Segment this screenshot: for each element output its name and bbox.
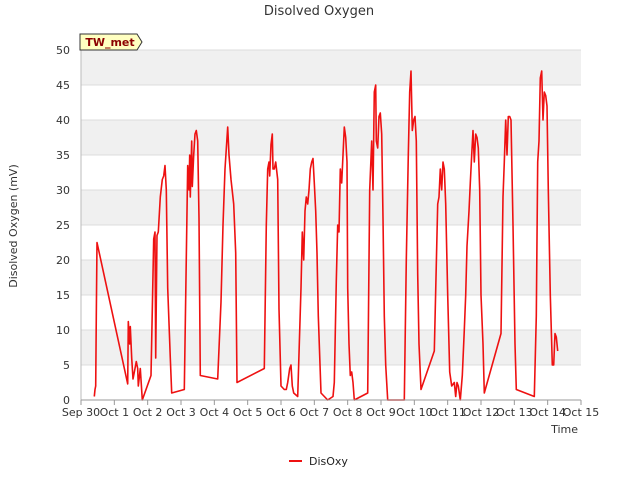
series-line-disoxy xyxy=(93,70,559,401)
series-layer xyxy=(93,70,559,401)
y-tick-label: 0 xyxy=(63,394,70,407)
x-tick-label: Oct 11 xyxy=(429,406,466,419)
legend: DisOxy xyxy=(289,455,348,468)
x-tick-label: Oct 10 xyxy=(396,406,433,419)
x-tick-label: Oct 4 xyxy=(200,406,230,419)
x-tick-label: Oct 3 xyxy=(166,406,196,419)
x-tick-label: Oct 15 xyxy=(563,406,600,419)
band-15-20 xyxy=(81,260,581,295)
x-axis-title: Time xyxy=(550,423,578,436)
band-20-25 xyxy=(81,225,581,260)
band-0-5 xyxy=(81,365,581,400)
x-tick-label: Oct 9 xyxy=(366,406,396,419)
station-badge: TW_met xyxy=(79,33,143,51)
station-badge-shape xyxy=(79,33,143,51)
x-tick-label: Oct 6 xyxy=(266,406,296,419)
station-badge-label: TW_met xyxy=(85,36,134,49)
x-tick-label: Oct 12 xyxy=(463,406,500,419)
y-tick-label: 25 xyxy=(56,219,70,232)
band-25-30 xyxy=(81,190,581,225)
x-tick-label: Oct 8 xyxy=(333,406,363,419)
y-tick-label: 40 xyxy=(56,114,70,127)
x-tick-label: Oct 14 xyxy=(529,406,566,419)
y-tick-label: 15 xyxy=(56,289,70,302)
x-tick-label: Oct 2 xyxy=(133,406,163,419)
y-tick-label: 45 xyxy=(56,79,70,92)
y-tick-label: 5 xyxy=(63,359,70,372)
legend-label-disoxy: DisOxy xyxy=(309,455,348,468)
x-tick-label: Oct 7 xyxy=(300,406,330,419)
axes xyxy=(80,50,582,405)
band-45-50 xyxy=(81,50,581,85)
band-30-35 xyxy=(81,155,581,190)
y-tick-label: 20 xyxy=(56,254,70,267)
x-tick-label: Oct 13 xyxy=(496,406,533,419)
band-35-40 xyxy=(81,120,581,155)
y-tick-label: 50 xyxy=(56,44,70,57)
y-tick-label: 10 xyxy=(56,324,70,337)
y-tick-label: 35 xyxy=(56,149,70,162)
y-tick-label: 30 xyxy=(56,184,70,197)
chart-title: Disolved Oxygen xyxy=(264,4,374,19)
x-tick-label: Oct 5 xyxy=(233,406,263,419)
band-10-15 xyxy=(81,295,581,330)
y-axis-title: Disolved Oxygen (mV) xyxy=(7,164,20,288)
y-tick-labels: 0 5 10 15 20 25 30 35 40 45 50 xyxy=(56,44,70,407)
x-tick-label: Sep 30 xyxy=(62,406,100,419)
x-tick-label: Oct 1 xyxy=(100,406,130,419)
x-tick-labels: Sep 30 Oct 1 Oct 2 Oct 3 Oct 4 Oct 5 Oct 6 Oct … xyxy=(62,406,599,419)
plot-background-bands xyxy=(81,50,581,400)
band-40-45 xyxy=(81,85,581,120)
